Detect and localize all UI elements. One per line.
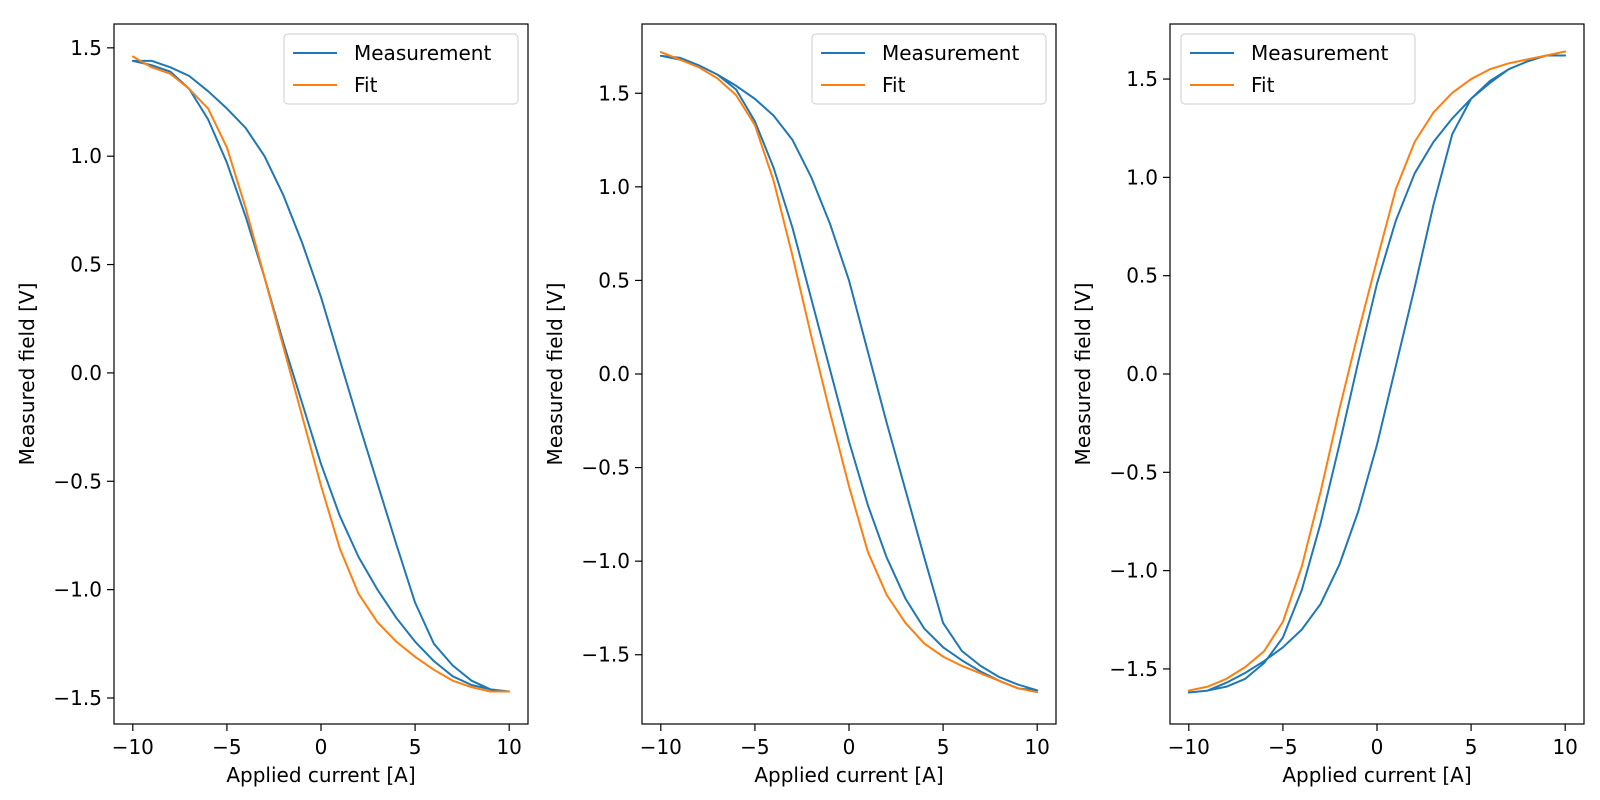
chart-panel-3: −10 −5 0 5 10 −1.5 −1.0 −0.5 0.0 0.5 1.0 1.5 Applied… <box>1071 23 1585 787</box>
y-tick-label: −1.5 <box>581 643 630 667</box>
x-axis-label: Applied current [A] <box>754 763 943 787</box>
x-tick-label: −5 <box>740 735 769 759</box>
x-tick-label: −10 <box>640 735 682 759</box>
y-tick-label: −0.5 <box>581 456 630 480</box>
series-line-measurement <box>1187 54 1567 694</box>
series-line-fit <box>659 51 1039 694</box>
y-axis-label: Measured field [V] <box>543 283 567 466</box>
x-tick-label: 10 <box>1552 735 1577 759</box>
y-tick-label: −1.0 <box>53 578 102 602</box>
legend: Measurement Fit <box>811 33 1047 105</box>
y-tick-label: 1.0 <box>70 144 102 168</box>
y-axis-label: Measured field [V] <box>1071 283 1095 466</box>
x-tick-label: 5 <box>937 735 950 759</box>
y-tick-label: 1.0 <box>1126 165 1158 189</box>
x-tick-label: 0 <box>843 735 856 759</box>
y-tick-label: −1.0 <box>1109 559 1158 583</box>
x-tick-label: 10 <box>1024 735 1049 759</box>
legend-label-measurement: Measurement <box>354 41 491 65</box>
y-tick-label: 1.0 <box>598 175 630 199</box>
x-tick-label: −5 <box>1268 735 1297 759</box>
x-tick-label: −5 <box>212 735 241 759</box>
legend: Measurement Fit <box>283 33 519 105</box>
legend-box <box>1180 33 1416 105</box>
legend-box <box>283 33 519 105</box>
series-line-fit <box>1187 50 1567 692</box>
x-tick-label: 10 <box>496 735 521 759</box>
y-tick-label: −1.5 <box>53 686 102 710</box>
y-tick-label: 1.5 <box>598 81 630 105</box>
y-tick-label: 1.5 <box>1126 67 1158 91</box>
y-tick-label: 0.5 <box>70 253 102 277</box>
y-tick-label: −0.5 <box>53 469 102 493</box>
x-tick-label: 5 <box>1465 735 1478 759</box>
y-tick-label: 0.5 <box>598 268 630 292</box>
x-tick-label: 5 <box>409 735 422 759</box>
legend-label-fit: Fit <box>354 73 378 97</box>
x-tick-label: −10 <box>1168 735 1210 759</box>
chart-panel-2: −10 −5 0 5 10 −1.5 −1.0 −0.5 0.0 0.5 1.0 1.5 Applied… <box>543 23 1057 787</box>
y-tick-label: 0.0 <box>70 361 102 385</box>
x-tick-label: 0 <box>315 735 328 759</box>
y-tick-label: −1.5 <box>1109 657 1158 681</box>
legend-label-fit: Fit <box>1251 73 1275 97</box>
y-tick-label: −0.5 <box>1109 460 1158 484</box>
chart-panel-1: −10 −5 0 5 10 −1.5 −1.0 −0.5 0.0 0.5 1.0 1.5 Applied… <box>15 23 529 787</box>
series-line-measurement <box>659 54 1039 692</box>
y-tick-label: 0.0 <box>598 362 630 386</box>
x-axis-label: Applied current [A] <box>226 763 415 787</box>
y-tick-label: 1.5 <box>70 36 102 60</box>
legend-label-measurement: Measurement <box>882 41 1019 65</box>
y-tick-label: 0.5 <box>1126 264 1158 288</box>
y-axis-label: Measured field [V] <box>15 283 39 466</box>
legend-box <box>811 33 1047 105</box>
legend-label-fit: Fit <box>882 73 906 97</box>
series-line-fit <box>131 55 511 693</box>
x-tick-label: 0 <box>1371 735 1384 759</box>
legend-label-measurement: Measurement <box>1251 41 1388 65</box>
y-tick-label: 0.0 <box>1126 362 1158 386</box>
x-axis-label: Applied current [A] <box>1282 763 1471 787</box>
y-tick-label: −1.0 <box>581 549 630 573</box>
x-tick-label: −10 <box>112 735 154 759</box>
legend: Measurement Fit <box>1180 33 1416 105</box>
